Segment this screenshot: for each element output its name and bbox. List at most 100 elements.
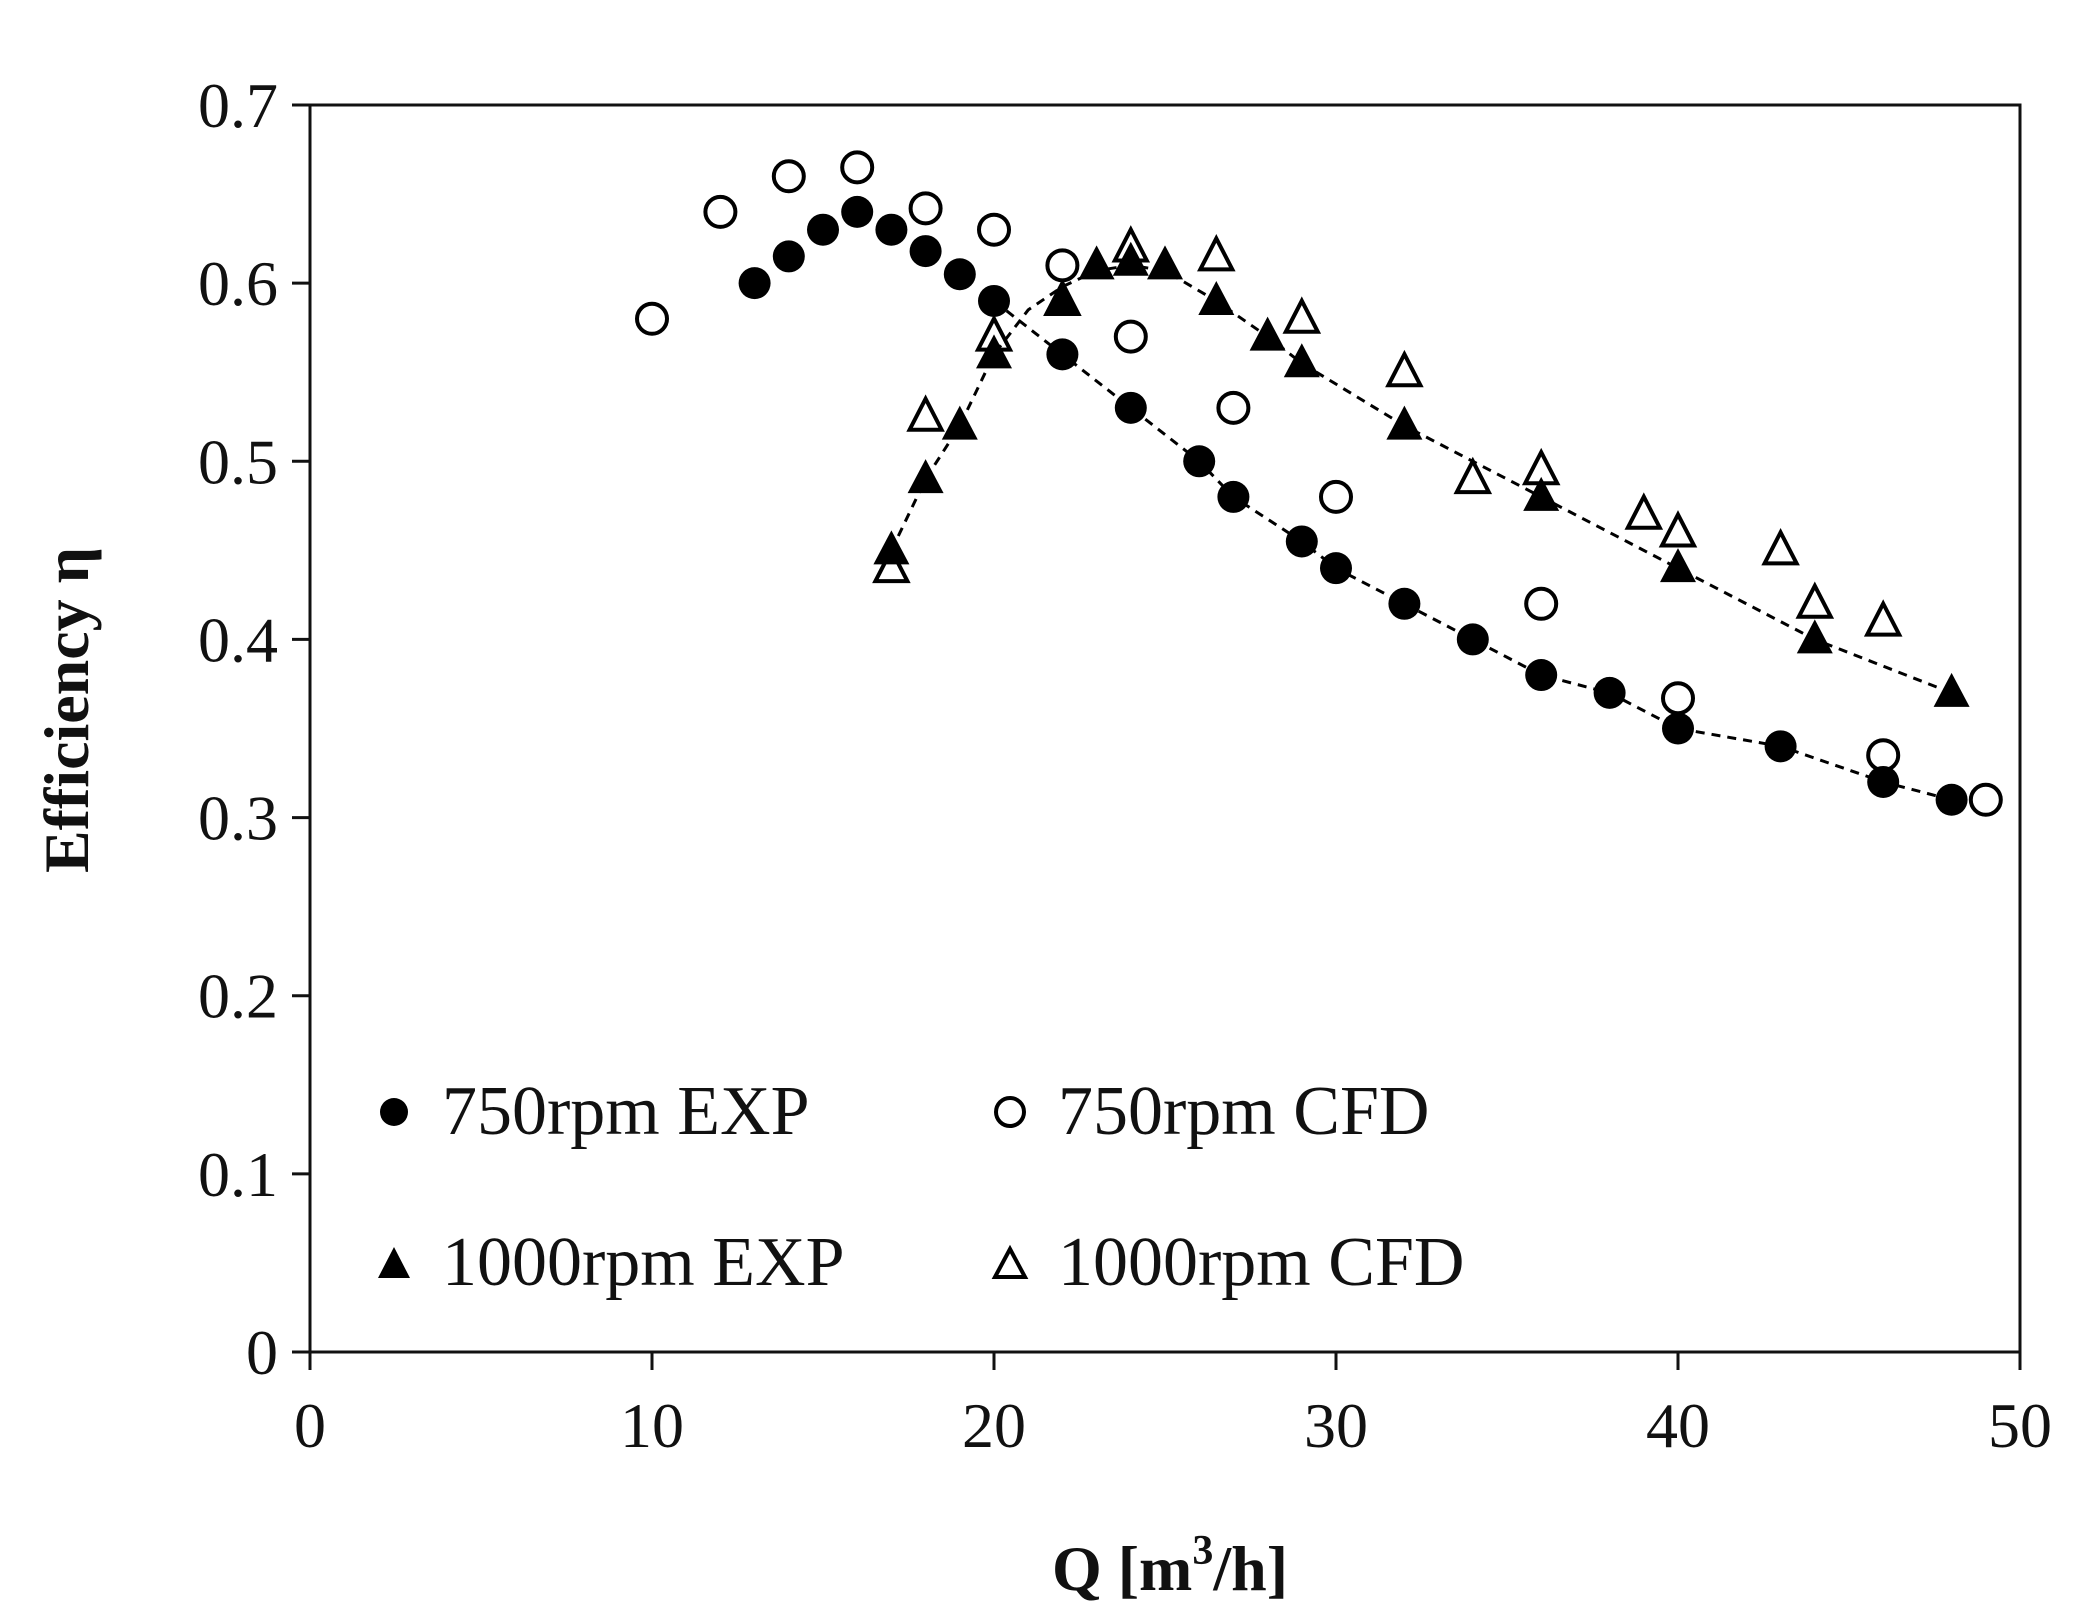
y-tick-label: 0.2	[198, 961, 278, 1032]
data-point	[908, 191, 943, 226]
data-point	[1249, 316, 1286, 351]
x-tick-label: 20	[962, 1390, 1026, 1461]
data-point	[1593, 676, 1626, 709]
series-750rpm-cfd	[635, 150, 2003, 817]
series-750rpm-exp	[738, 195, 1968, 816]
data-point	[1525, 659, 1558, 692]
data-point	[1456, 623, 1489, 656]
data-point	[1044, 280, 1081, 315]
data-point	[1046, 338, 1079, 371]
data-point	[1216, 390, 1251, 425]
data-point	[1320, 552, 1352, 585]
trendline-1	[890, 263, 1953, 695]
data-points	[635, 150, 2003, 817]
data-point	[1078, 245, 1115, 280]
data-point	[977, 212, 1011, 247]
data-point	[1796, 619, 1833, 654]
data-point	[872, 545, 911, 584]
x-tick-label: 10	[620, 1390, 684, 1461]
data-point	[909, 235, 942, 268]
data-point	[1968, 782, 2003, 817]
data-point	[875, 213, 908, 246]
data-point	[1521, 447, 1561, 486]
data-point	[1217, 480, 1250, 513]
data-point	[1319, 479, 1353, 514]
data-point	[738, 267, 771, 300]
data-point	[906, 394, 945, 432]
data-point	[807, 213, 839, 246]
data-point	[1524, 586, 1559, 621]
data-point	[943, 258, 976, 291]
data-point	[1198, 280, 1235, 315]
data-point	[1795, 581, 1835, 619]
data-point	[1764, 730, 1797, 763]
data-point	[1662, 712, 1694, 745]
y-tick-label: 0.3	[198, 783, 278, 854]
data-point	[1386, 405, 1423, 440]
data-point	[1863, 599, 1903, 637]
data-point	[1113, 319, 1148, 354]
data-point	[1114, 391, 1147, 424]
data-point	[1043, 278, 1082, 316]
data-point	[703, 194, 738, 229]
data-point	[1624, 492, 1664, 530]
legend: 750rpm EXP 750rpm CFD 1000rpm EXP 1000rp…	[378, 1073, 1464, 1301]
data-point	[1935, 783, 1968, 816]
data-point	[1285, 525, 1318, 558]
legend-marker-750-cfd	[994, 1096, 1026, 1128]
data-point	[1111, 225, 1151, 263]
data-point	[907, 459, 944, 494]
data-point	[1866, 738, 1901, 773]
x-tick-label: 0	[294, 1390, 326, 1461]
trendline-0	[993, 299, 1952, 802]
data-point	[1282, 296, 1322, 334]
y-tick-label: 0.4	[198, 604, 278, 675]
data-point	[840, 150, 875, 185]
series-1000rpm-cfd	[872, 225, 1903, 637]
y-tick-label: 0.1	[198, 1139, 278, 1210]
x-tick-label: 40	[1646, 1390, 1710, 1461]
data-point	[1660, 548, 1696, 583]
data-point	[771, 159, 806, 194]
legend-marker-1000-cfd	[991, 1244, 1029, 1279]
legend-label-1000-exp: 1000rpm EXP	[442, 1224, 845, 1301]
data-point	[1661, 681, 1695, 716]
data-point	[1147, 245, 1183, 280]
legend-label-750-cfd: 750rpm CFD	[1058, 1073, 1429, 1150]
y-tick-label: 0.6	[198, 248, 278, 319]
data-point	[1045, 248, 1080, 283]
data-point	[974, 314, 1014, 352]
trendline-layer	[890, 263, 1953, 802]
data-point	[1453, 456, 1493, 495]
data-point	[1385, 349, 1424, 388]
data-point	[1197, 234, 1236, 272]
series-1000rpm-exp	[873, 241, 1970, 707]
x-axis-title-superscript: 3	[1192, 1528, 1213, 1574]
x-tick-label: 50	[1988, 1390, 2052, 1461]
data-point	[1183, 445, 1216, 478]
axes	[292, 103, 2022, 1370]
plot-frame	[308, 103, 2022, 1354]
y-tick-label: 0.5	[198, 426, 278, 497]
data-point	[978, 284, 1010, 317]
x-axis-title-tail: /h]	[1212, 1533, 1288, 1604]
data-point	[1388, 587, 1421, 620]
legend-marker-1000-exp	[378, 1247, 410, 1278]
legend-label-1000-cfd: 1000rpm CFD	[1058, 1224, 1464, 1301]
data-point	[1658, 510, 1698, 548]
x-tick-label: 30	[1304, 1390, 1368, 1461]
data-point	[941, 405, 978, 440]
data-point	[1867, 765, 1900, 798]
y-tick-label: 0.7	[198, 70, 278, 141]
x-axis-title-main: Q [m	[1052, 1533, 1192, 1604]
data-point	[1283, 343, 1320, 378]
data-point	[635, 301, 669, 336]
data-point	[1933, 672, 1970, 707]
legend-label-750-exp: 750rpm EXP	[442, 1073, 810, 1150]
y-tick-label: 0	[246, 1317, 278, 1388]
data-point	[1761, 527, 1800, 566]
y-axis-title: Efficiency η	[31, 547, 102, 873]
tick-labels: 0 0.1 0.2 0.3 0.4 0.5 0.6 0.7 0 10 20 30 40 50	[198, 70, 2052, 1461]
data-point	[772, 240, 805, 273]
